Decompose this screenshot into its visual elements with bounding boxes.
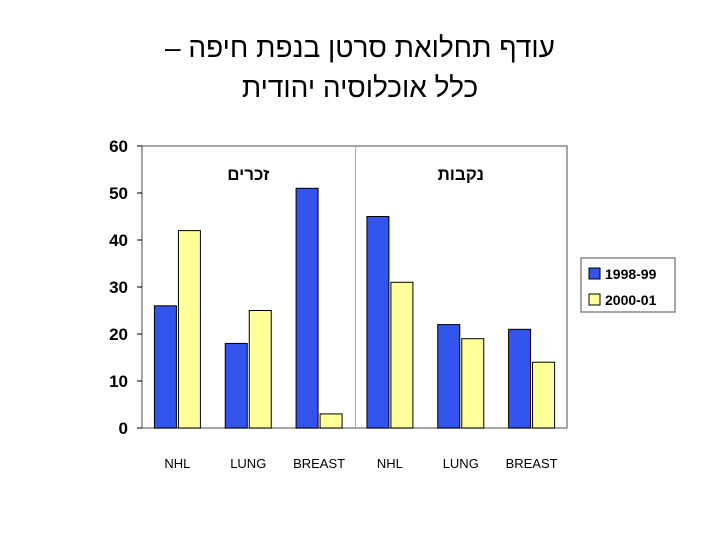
legend-label: 2000-01 — [605, 292, 657, 308]
x-category-label: BREAST — [293, 456, 345, 471]
bar-2000-01-2 — [319, 413, 343, 429]
bar-2000-01-0 — [177, 230, 201, 429]
bar-1998-99-3 — [366, 216, 390, 429]
bar-2000-01-1 — [248, 310, 272, 429]
y-tick-label: 40 — [109, 231, 128, 250]
bar-1998-99-2 — [295, 187, 319, 429]
group-label: זכרים — [227, 165, 269, 184]
bar-2000-01-5 — [532, 361, 556, 429]
x-category-label: NHL — [164, 456, 190, 471]
legend-swatch — [588, 293, 601, 306]
legend-label: 1998-99 — [605, 266, 657, 282]
plot-frame — [141, 145, 568, 429]
chart-title-line-1: עודף תחלואת סרטן בנפת חיפה – — [165, 32, 555, 63]
y-tick-label: 60 — [109, 137, 128, 156]
chart-title-line-2: כלל אוכלוסיה יהודית — [241, 72, 479, 103]
bar-2000-01-3 — [390, 281, 414, 429]
y-tick-label: 20 — [109, 325, 128, 344]
y-tick-label: 30 — [109, 278, 128, 297]
x-category-label: NHL — [377, 456, 403, 471]
y-tick-label: 10 — [109, 372, 128, 391]
bar-1998-99-5 — [508, 328, 532, 429]
group-label: נקבות — [438, 165, 484, 184]
x-category-label: LUNG — [443, 456, 479, 471]
y-tick-label: 50 — [109, 184, 128, 203]
bar-2000-01-4 — [461, 338, 485, 429]
x-category-label: LUNG — [230, 456, 266, 471]
x-category-label: BREAST — [506, 456, 558, 471]
bar-1998-99-1 — [224, 342, 248, 429]
bar-1998-99-4 — [437, 324, 461, 429]
legend-swatch — [588, 267, 601, 280]
y-tick-label: 0 — [119, 419, 128, 438]
bar-1998-99-0 — [153, 305, 177, 429]
